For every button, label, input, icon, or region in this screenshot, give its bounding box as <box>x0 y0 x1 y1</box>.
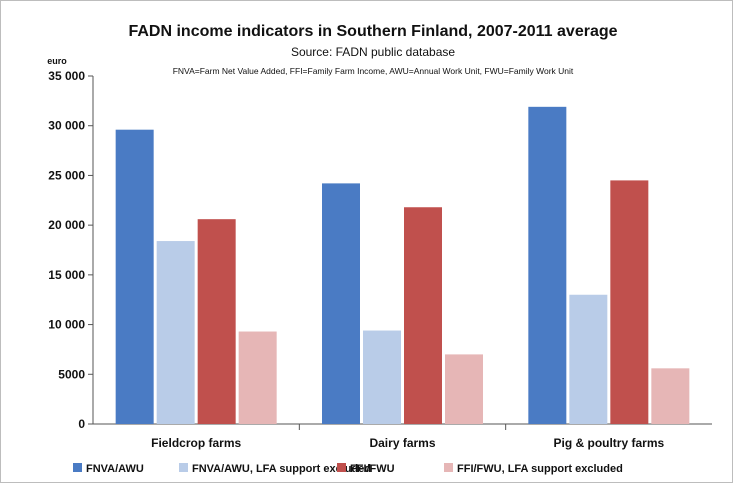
category-label: Pig & poultry farms <box>553 436 664 450</box>
category-label: Fieldcrop farms <box>151 436 241 450</box>
chart-subtitle: Source: FADN public database <box>291 45 455 59</box>
y-tick-label: 5000 <box>58 367 85 381</box>
bars <box>115 106 690 425</box>
y-tick-label: 20 000 <box>48 218 85 232</box>
legend-label: FFI/FWU <box>350 463 395 475</box>
bar <box>528 106 567 424</box>
category-label: Dairy farms <box>369 436 435 450</box>
legend-swatch <box>179 463 188 472</box>
bar <box>651 368 690 424</box>
bar <box>363 330 401 424</box>
legend-swatch <box>73 463 82 472</box>
legend-label: FNVA/AWU, LFA support excluded <box>192 463 371 475</box>
y-tick-label: 15 000 <box>48 268 85 282</box>
bar <box>610 180 649 424</box>
bar <box>156 241 195 424</box>
bar <box>569 294 608 424</box>
legend-swatch <box>337 463 346 472</box>
legend: FNVA/AWU FNVA/AWU, LFA support excludedFF… <box>73 463 623 475</box>
chart-title: FADN income indicators in Southern Finla… <box>128 23 617 40</box>
y-tick-label: 10 000 <box>48 318 85 332</box>
chart-note: FNVA=Farm Net Value Added, FFI=Family Fa… <box>173 66 574 76</box>
axes: 0 5000 10 000 15 000 20 000 25 000 30 000 35 00… <box>48 69 712 431</box>
bar <box>322 183 360 424</box>
y-axis-label: euro <box>47 56 67 66</box>
y-tick-label: 0 <box>78 417 85 431</box>
y-tick-label: 30 000 <box>48 119 85 133</box>
y-tick-label: 35 000 <box>48 69 85 83</box>
legend-label: FNVA/AWU <box>86 463 144 475</box>
bar <box>404 207 442 424</box>
bar <box>238 331 277 424</box>
bar <box>445 354 483 424</box>
bar <box>197 219 236 424</box>
category-labels: Fieldcrop farms Dairy farms Pig & poultry … <box>151 436 664 450</box>
legend-label: FFI/FWU, LFA support excluded <box>457 463 623 475</box>
bar <box>115 129 154 425</box>
legend-swatch <box>444 463 453 472</box>
y-tick-label: 25 000 <box>48 168 85 182</box>
